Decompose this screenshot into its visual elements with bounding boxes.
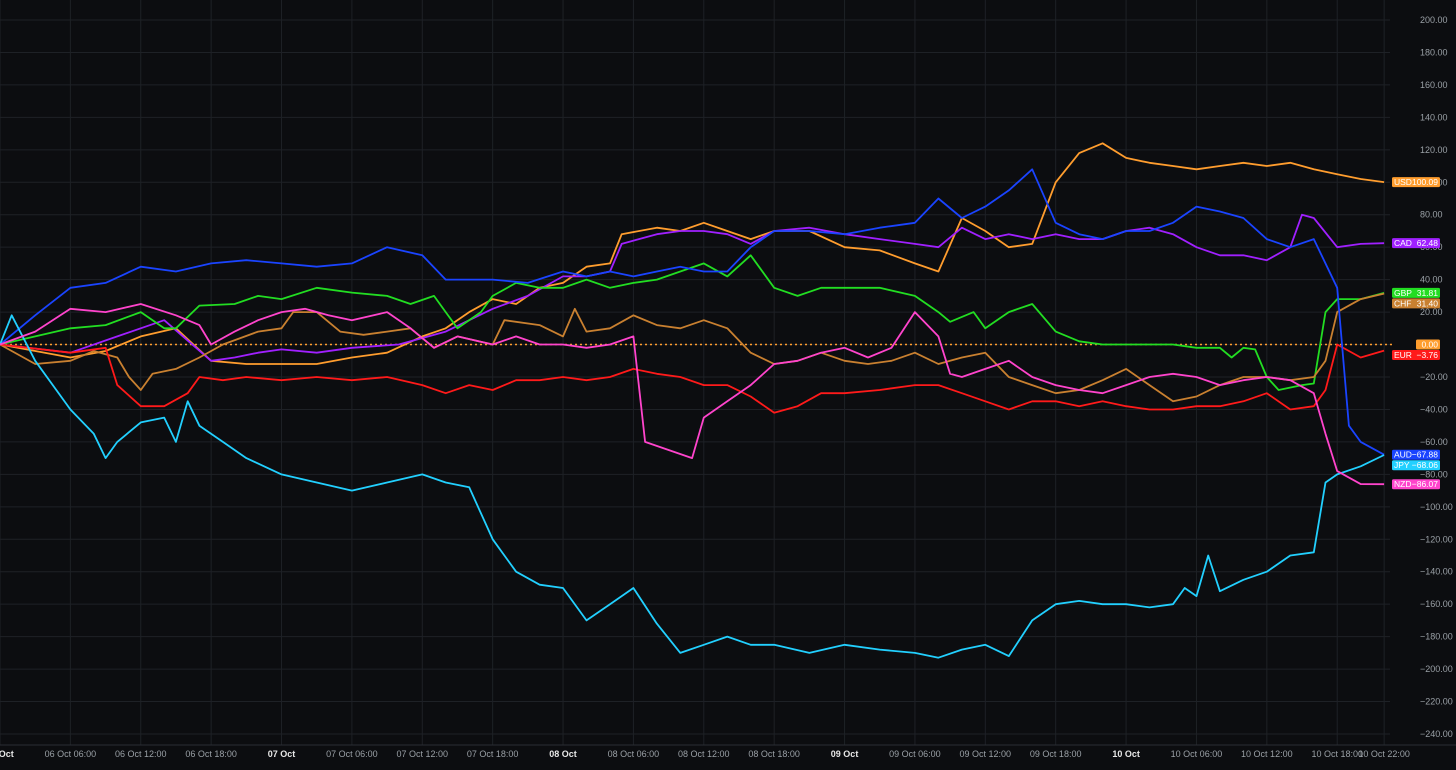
x-tick-label: 10 Oct 22:00: [1358, 749, 1410, 759]
value-badge-name: GBP: [1394, 288, 1412, 298]
y-tick-label: −160.00: [1420, 599, 1453, 609]
value-badge-name: AUD: [1394, 450, 1412, 460]
x-tick-label: 06 Oct 06:00: [45, 749, 97, 759]
value-badge-zero: 0.00: [1416, 339, 1440, 350]
y-tick-label: −180.00: [1420, 632, 1453, 642]
value-badge-value: 0.00: [1421, 340, 1438, 350]
x-axis: 06 Oct 06 Oct 06:00 06 Oct 12:00 06 Oct 18:…: [0, 744, 1456, 759]
y-tick-label: −40.00: [1420, 404, 1448, 414]
value-badge-name: CHF: [1394, 298, 1411, 308]
x-tick-label: 08 Oct 18:00: [748, 749, 800, 759]
y-tick-label: 200.00: [1420, 15, 1448, 25]
value-badge-chf: CHF 31.40: [1392, 298, 1440, 309]
x-tick-label: 10 Oct 06:00: [1171, 749, 1223, 759]
value-badge-bg: [1392, 449, 1440, 460]
value-badge-eur: EUR −3.76: [1392, 350, 1440, 361]
x-tick-label: 09 Oct: [831, 749, 859, 759]
value-badge-jpy: JPY −68.06: [1392, 460, 1440, 471]
y-tick-label: 140.00: [1420, 112, 1448, 122]
value-badge-bg: [1392, 479, 1440, 490]
series-line-nzd[interactable]: [0, 303, 1385, 486]
x-tick-label: 06 Oct 12:00: [115, 749, 167, 759]
y-tick-label: 20.00: [1420, 307, 1443, 317]
value-badge-nzd: NZD −86.07: [1392, 479, 1440, 490]
value-badge-value: 100.09: [1412, 177, 1438, 187]
value-badge-usd: USD 100.09: [1392, 177, 1440, 188]
value-badge-name: NZD: [1394, 479, 1411, 489]
value-badge-value: 31.40: [1417, 298, 1439, 308]
x-tick-label: 09 Oct 06:00: [889, 749, 941, 759]
y-tick-label: 40.00: [1420, 275, 1443, 285]
x-tick-label: 08 Oct 06:00: [608, 749, 660, 759]
y-tick-label: 160.00: [1420, 80, 1448, 90]
value-badge-name: JPY: [1394, 460, 1410, 470]
x-tick-label: 08 Oct 12:00: [678, 749, 730, 759]
value-badge-bg: [1392, 177, 1440, 188]
value-badge-aud: AUD −67.88: [1392, 449, 1440, 460]
value-badge-bg: [1392, 460, 1440, 471]
y-tick-label: 180.00: [1420, 47, 1448, 57]
value-badge-bg: [1392, 298, 1440, 309]
series-line-gbp[interactable]: [0, 254, 1385, 391]
value-badge-value: −3.76: [1416, 350, 1438, 360]
x-tick-label: 09 Oct 18:00: [1030, 749, 1082, 759]
y-tick-label: −100.00: [1420, 502, 1453, 512]
value-badge-bg: [1392, 238, 1440, 249]
value-badge-bg: [1392, 287, 1440, 298]
series-line-jpy[interactable]: [0, 314, 1385, 659]
x-tick-label: 10 Oct 18:00: [1311, 749, 1363, 759]
y-tick-label: 80.00: [1420, 210, 1443, 220]
value-badge-value: −68.06: [1412, 460, 1439, 470]
x-tick-label: 07 Oct 12:00: [397, 749, 449, 759]
value-badge-bg: [1392, 350, 1440, 361]
series-line-chf[interactable]: [0, 292, 1385, 403]
value-badge-value: 31.81: [1417, 288, 1439, 298]
series-line-usd[interactable]: [0, 142, 1385, 365]
y-tick-label: 120.00: [1420, 145, 1448, 155]
value-badge-cad: CAD 62.48: [1392, 238, 1440, 249]
series-line-aud[interactable]: [0, 168, 1385, 456]
y-tick-label: −220.00: [1420, 697, 1453, 707]
x-tick-label: 07 Oct 18:00: [467, 749, 519, 759]
series-line-eur[interactable]: [0, 343, 1385, 414]
value-badge-value: −86.07: [1412, 479, 1439, 489]
value-badge-value: 62.48: [1417, 238, 1439, 248]
value-badge-gbp: GBP 31.81: [1392, 287, 1440, 298]
x-tick-label: 10 Oct: [1112, 749, 1140, 759]
x-tick-label: 08 Oct: [549, 749, 577, 759]
x-tick-label: 09 Oct 12:00: [960, 749, 1012, 759]
x-tick-label: 06 Oct 18:00: [185, 749, 237, 759]
y-tick-label: −60.00: [1420, 437, 1448, 447]
x-tick-label: 07 Oct: [268, 749, 296, 759]
value-badge-value: −67.88: [1412, 450, 1439, 460]
x-tick-label: 10 Oct 12:00: [1241, 749, 1293, 759]
value-badge-name: USD: [1394, 177, 1412, 187]
y-tick-label: −200.00: [1420, 664, 1453, 674]
value-badge-bg: [1416, 339, 1440, 350]
grid-lines: [0, 0, 1390, 745]
y-tick-label: −20.00: [1420, 372, 1448, 382]
y-tick-label: −140.00: [1420, 567, 1453, 577]
series-line-cad[interactable]: [0, 213, 1385, 362]
value-badge-name: CAD: [1394, 238, 1412, 248]
y-tick-label: −120.00: [1420, 534, 1453, 544]
y-tick-label: −240.00: [1420, 729, 1453, 739]
series-lines[interactable]: [0, 142, 1385, 659]
x-tick-label: 06 Oct: [0, 749, 14, 759]
value-badge-name: EUR: [1394, 350, 1412, 360]
y-tick-label: −80.00: [1420, 469, 1448, 479]
x-tick-label: 07 Oct 06:00: [326, 749, 378, 759]
